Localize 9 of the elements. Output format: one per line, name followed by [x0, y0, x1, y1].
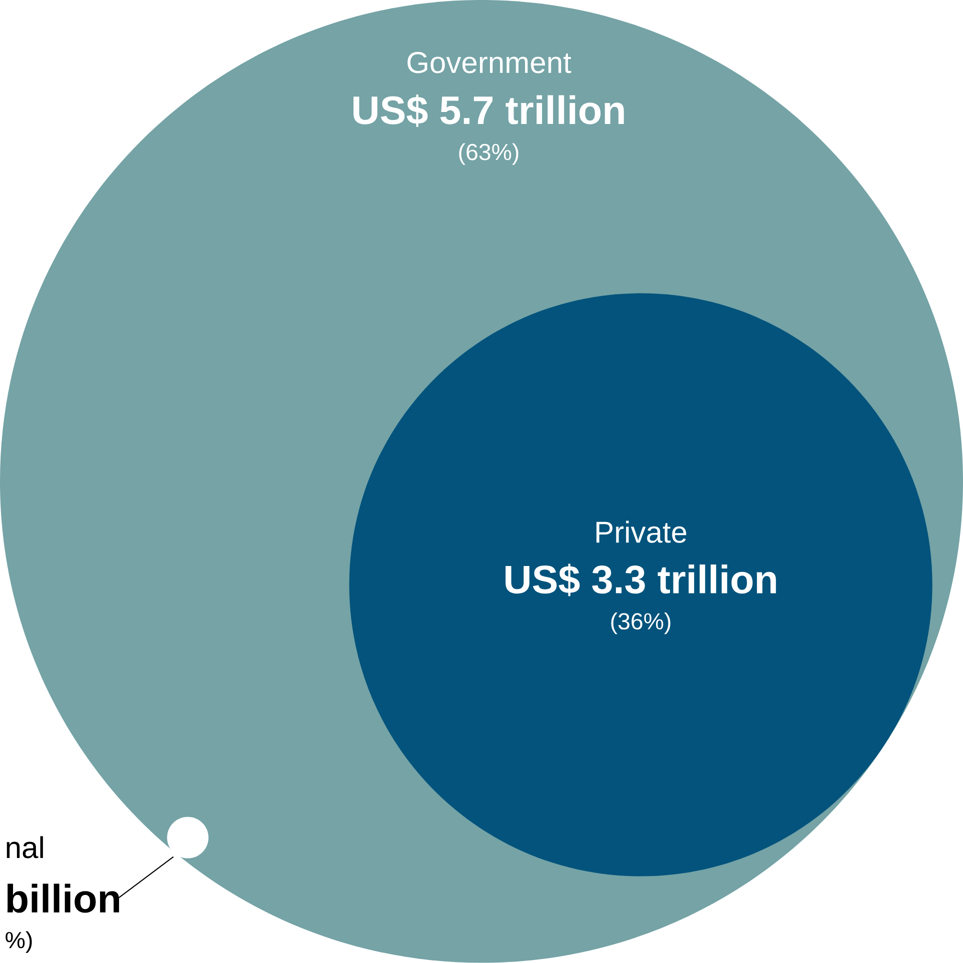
text: (63%) [459, 143, 518, 165]
data-label: US$ 5.7 trillion [354, 94, 624, 127]
category-label: Government [408, 52, 572, 74]
text: %) [6, 931, 32, 953]
text: (36%) [611, 612, 670, 634]
text: nal [6, 836, 43, 858]
text: billion [7, 884, 120, 913]
category-label: Private [596, 520, 686, 543]
data-label: US$ 3.3 trillion [506, 564, 776, 596]
